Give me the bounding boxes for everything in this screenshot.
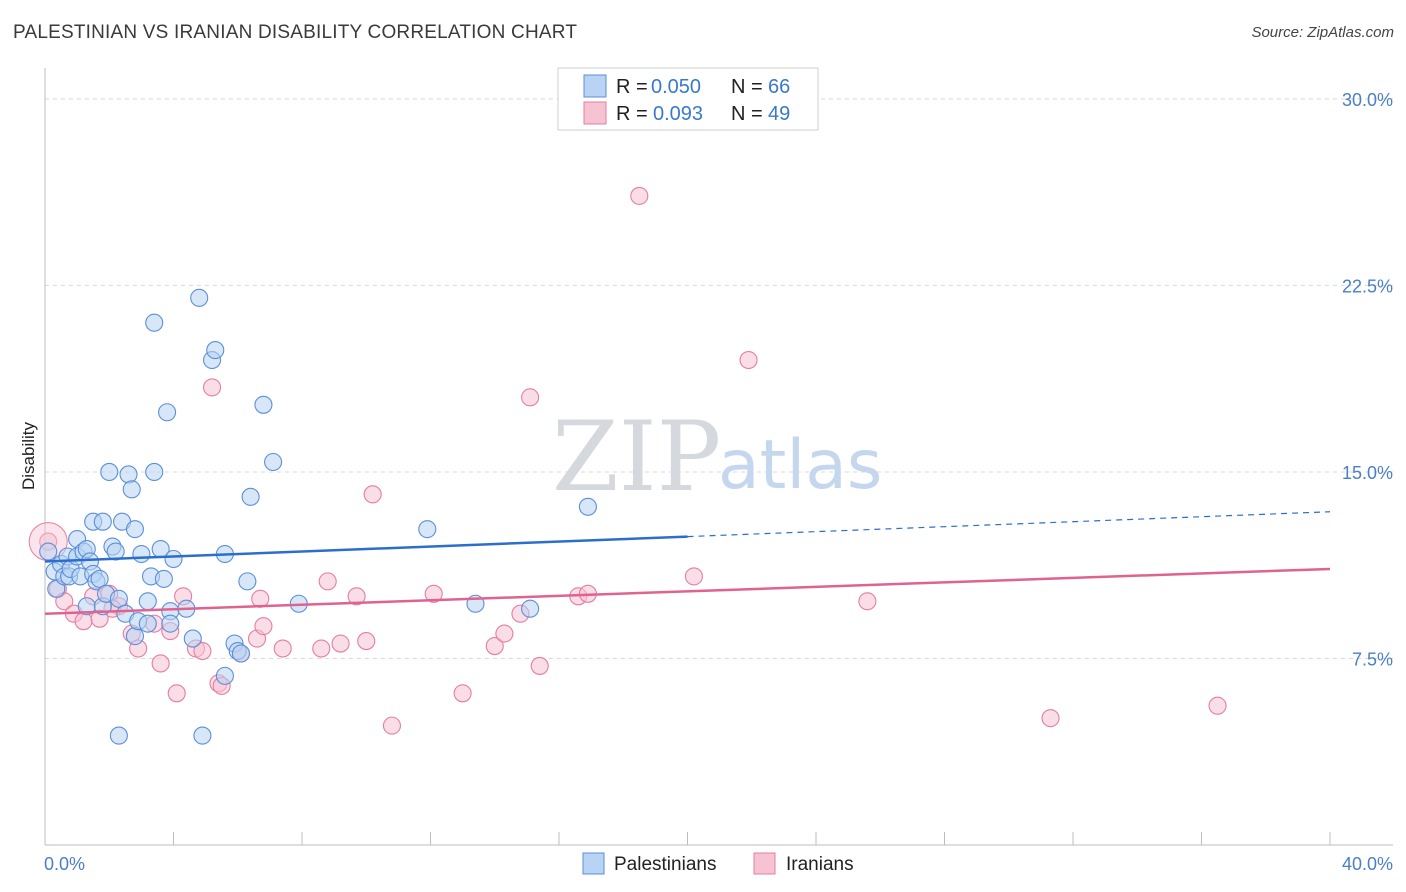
legend-swatch-blue (583, 74, 607, 98)
watermark-zip: ZIP (552, 401, 721, 513)
x-axis-ticks (173, 832, 1331, 845)
bottom-legend-palestinians: Palestinians (614, 854, 716, 875)
data-point (190, 288, 209, 307)
data-point (93, 512, 112, 531)
legend-r-label-1: R = (616, 76, 648, 98)
y-axis-tick-labels: 7.5% 15.0% 22.5% 30.0% (1342, 90, 1393, 670)
iranians-trend-line (44, 567, 1331, 615)
data-point (485, 636, 504, 656)
data-point (318, 572, 337, 591)
legend-r-value-2: 0.093 (653, 103, 703, 125)
legend-r-value-1: 0.050 (651, 76, 701, 98)
data-point (138, 614, 157, 633)
data-point (521, 599, 540, 618)
data-point (363, 485, 382, 504)
bottom-legend-swatch-iranians (753, 852, 776, 875)
gridlines (45, 98, 1393, 659)
data-point (106, 542, 125, 561)
data-point (193, 641, 212, 661)
y-tick-label: 30.0% (1342, 90, 1393, 110)
legend-swatch-pink (583, 101, 607, 125)
data-point (382, 716, 402, 735)
data-point (145, 462, 164, 481)
data-point (125, 627, 144, 646)
data-point (231, 644, 251, 663)
legend-n-value-1: 66 (768, 76, 790, 98)
data-point (203, 378, 222, 397)
data-point (100, 462, 119, 481)
correlation-legend: R = 0.050 N = 66 R = 0.093 N = 49 (557, 67, 819, 131)
x-tick-label-max: 40.0% (1342, 854, 1393, 874)
data-point (578, 497, 597, 516)
data-point (530, 656, 549, 675)
data-point (453, 684, 472, 703)
data-point (132, 544, 151, 564)
data-point (238, 572, 257, 591)
legend-r-label-2: R = (616, 103, 648, 125)
data-point (74, 612, 93, 631)
data-point (254, 617, 273, 636)
data-point (215, 666, 234, 685)
bottom-legend-swatch-palestinians (582, 852, 605, 875)
data-point (122, 480, 141, 499)
data-point (347, 587, 366, 606)
y-axis-label: Disability (19, 421, 38, 490)
watermark-atlas: atlas (718, 426, 882, 505)
palestinians-trend-line (44, 535, 688, 563)
data-point (158, 403, 177, 422)
legend-n-label-1: N = (731, 76, 763, 98)
data-point (161, 614, 180, 633)
data-point (39, 542, 58, 561)
data-point (312, 639, 331, 658)
palestinians-trend-extension (687, 511, 1331, 538)
data-point (109, 589, 128, 608)
data-point (119, 465, 138, 484)
data-point (151, 654, 170, 673)
data-point (109, 726, 128, 745)
data-point (1208, 696, 1227, 715)
bottom-legend-iranians: Iranians (786, 854, 854, 875)
x-tick-label-min: 0.0% (44, 854, 85, 874)
data-point (521, 388, 540, 407)
data-point (167, 684, 186, 703)
data-point (424, 584, 443, 603)
y-tick-label: 22.5% (1342, 276, 1393, 296)
legend-n-value-2: 49 (768, 103, 790, 125)
data-point (357, 632, 376, 651)
y-tick-label: 7.5% (1352, 649, 1393, 669)
data-point (264, 452, 283, 472)
data-point (739, 350, 758, 370)
data-point (273, 639, 292, 658)
series-legend: Palestinians Iranians (582, 852, 854, 875)
data-point (164, 549, 183, 569)
legend-n-label-2: N = (731, 103, 763, 125)
y-tick-label: 15.0% (1342, 463, 1393, 483)
trend-lines (44, 511, 1331, 615)
data-point (251, 589, 270, 608)
source-label: Source: ZipAtlas.com (1251, 24, 1394, 41)
data-point (90, 569, 109, 588)
data-point (241, 487, 260, 506)
data-point (630, 186, 649, 205)
data-point (858, 592, 877, 611)
chart-title: PALESTINIAN VS IRANIAN DISABILITY CORREL… (13, 22, 578, 43)
data-point (145, 313, 164, 332)
data-point (138, 592, 157, 611)
data-point (154, 569, 173, 588)
data-point (125, 520, 144, 539)
data-point (206, 341, 225, 360)
data-point (684, 567, 703, 586)
data-point (254, 395, 273, 414)
data-point (495, 624, 514, 643)
data-point (331, 634, 350, 653)
palestinians-points (39, 288, 597, 745)
data-point (418, 520, 437, 539)
data-point (193, 726, 212, 745)
data-point (1041, 709, 1060, 728)
data-point (183, 629, 202, 648)
